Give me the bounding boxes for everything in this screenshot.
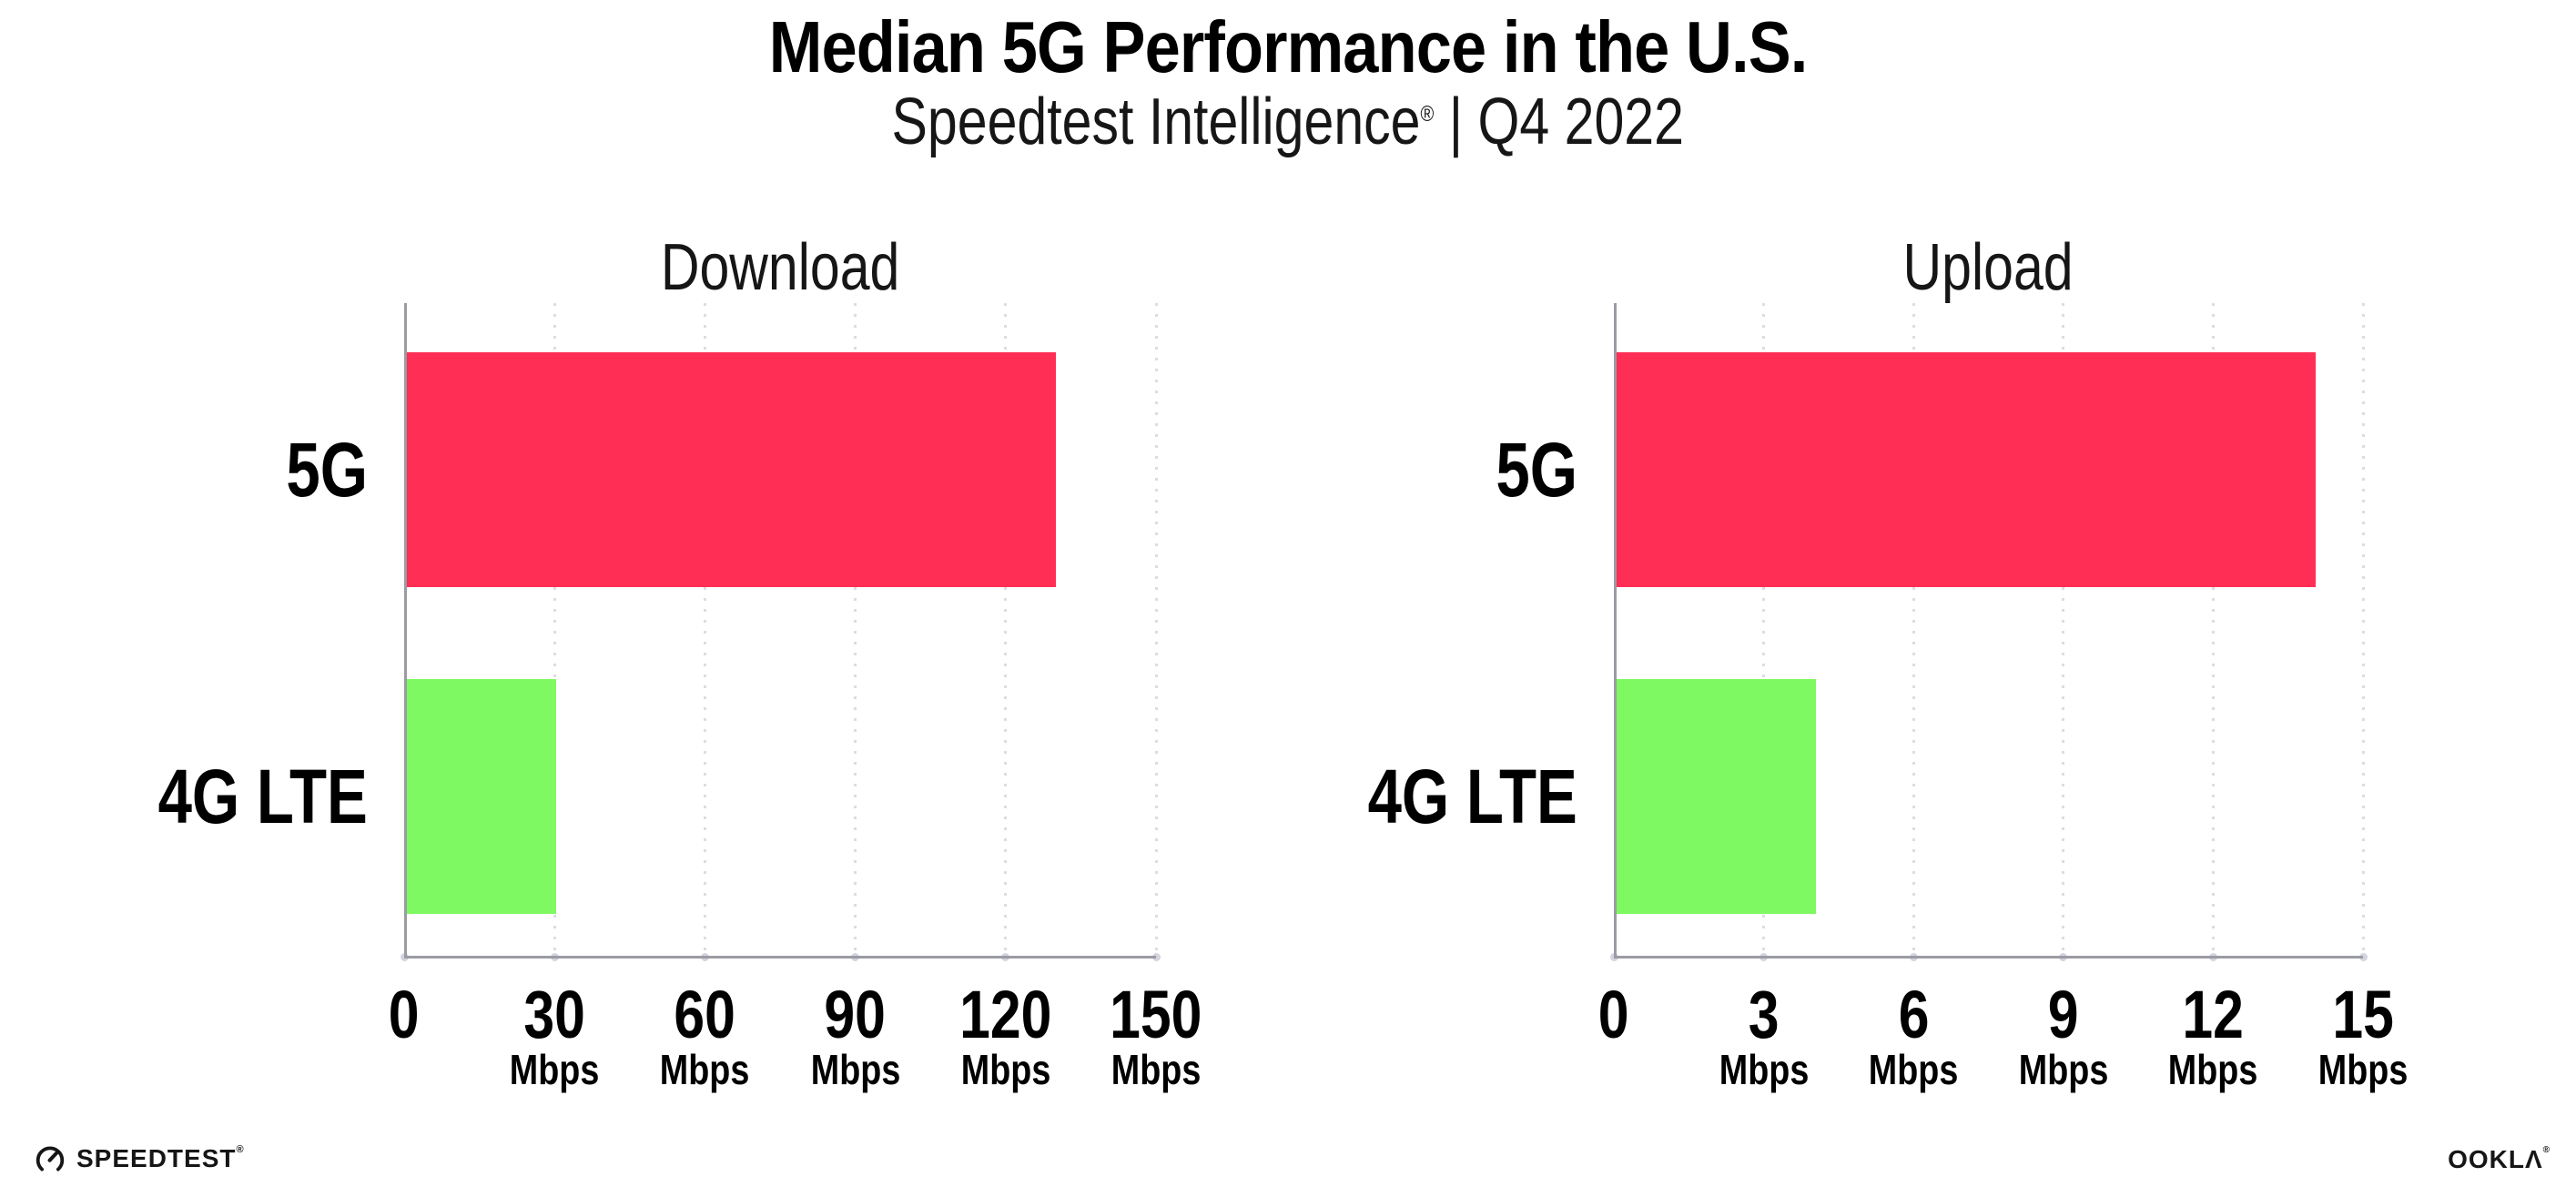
x-tick-unit-9: Mbps	[1954, 1049, 2173, 1090]
gridline-60	[703, 303, 706, 956]
x-tick-unit-text: Mbps	[2018, 1046, 2109, 1093]
gridline-9	[2062, 303, 2065, 956]
x-tick-value: 15	[2332, 977, 2394, 1052]
chart-title-text: Upload	[1902, 231, 2074, 304]
x-tick-unit-text: Mbps	[660, 1046, 750, 1093]
x-tick-label-6: 6	[1804, 981, 2023, 1049]
x-tick-unit-text: Mbps	[1868, 1046, 1959, 1093]
category-label-5g: 5G	[1031, 431, 1577, 508]
x-tick-unit-text: Mbps	[509, 1046, 600, 1093]
x-tick-label-30: 30	[445, 981, 664, 1049]
page-title-text: Median 5G Performance in the U.S.	[768, 6, 1809, 87]
x-tick-unit-text: Mbps	[2168, 1046, 2258, 1093]
category-label-text: 5G	[1496, 427, 1577, 512]
x-tick-unit-3: Mbps	[1655, 1049, 1873, 1090]
x-tick-unit-text: Mbps	[1111, 1046, 1202, 1093]
category-label-4g-lte: 4G LTE	[0, 758, 368, 835]
axis-tick-dot-15	[2358, 952, 2368, 961]
page-title: Median 5G Performance in the U.S.	[0, 11, 2576, 84]
speedtest-gauge-icon	[35, 1146, 65, 1172]
page-subtitle: Speedtest Intelligence® | Q4 2022	[0, 89, 2576, 155]
subtitle-quarter: | Q4 2022	[1434, 86, 1685, 158]
speedtest-logo: SPEEDTEST®	[33, 1141, 245, 1176]
gridline-120	[1004, 303, 1008, 956]
y-axis-line	[1614, 303, 1617, 959]
gridline-90	[854, 303, 857, 956]
gridline-150	[1154, 303, 1158, 956]
category-label-text: 4G LTE	[157, 754, 368, 839]
ookla-registered-mark: ®	[2542, 1145, 2551, 1155]
x-tick-value: 60	[674, 977, 736, 1052]
x-tick-label-0: 0	[1505, 981, 1723, 1049]
x-tick-label-15: 15	[2254, 981, 2472, 1049]
x-tick-unit-text: Mbps	[1719, 1046, 1809, 1093]
gridline-15	[2361, 303, 2365, 956]
x-axis-line	[1614, 956, 2363, 959]
speedtest-wordmark: SPEEDTEST®	[76, 1144, 245, 1173]
category-label-4g-lte: 4G LTE	[1031, 758, 1577, 835]
chart-title-upload: Upload	[1614, 235, 2363, 300]
x-tick-unit-90: Mbps	[746, 1049, 965, 1090]
x-tick-label-9: 9	[1954, 981, 2173, 1049]
chart-title-text: Download	[660, 231, 900, 304]
x-tick-unit-150: Mbps	[1047, 1049, 1265, 1090]
ookla-logo: OOKLΛ®	[2448, 1145, 2551, 1174]
x-tick-value: 120	[959, 977, 1052, 1052]
x-tick-unit-120: Mbps	[897, 1049, 1115, 1090]
subtitle-brand: Speedtest Intelligence	[891, 86, 1421, 158]
axis-tick-dot-150	[1151, 952, 1161, 961]
x-tick-unit-60: Mbps	[595, 1049, 814, 1090]
x-tick-value: 90	[824, 977, 887, 1052]
speedtest-registered-mark: ®	[236, 1144, 245, 1155]
x-tick-value: 0	[389, 977, 420, 1052]
x-tick-unit-text: Mbps	[960, 1046, 1051, 1093]
x-tick-unit-12: Mbps	[2104, 1049, 2322, 1090]
x-tick-label-90: 90	[746, 981, 965, 1049]
x-tick-value: 3	[1748, 977, 1780, 1052]
x-tick-unit-15: Mbps	[2254, 1049, 2472, 1090]
x-tick-value: 12	[2182, 977, 2245, 1052]
speedtest-wordmark-text: SPEEDTEST	[76, 1144, 237, 1172]
bar-4g-lte	[1617, 679, 1816, 914]
bar-5g	[407, 352, 1056, 587]
x-tick-unit-text: Mbps	[2317, 1046, 2409, 1093]
x-tick-label-150: 150	[1047, 981, 1265, 1049]
x-tick-value: 30	[523, 977, 585, 1052]
gridline-3	[1762, 303, 1766, 956]
category-label-text: 4G LTE	[1367, 754, 1577, 839]
category-label-text: 5G	[286, 427, 368, 512]
x-tick-label-0: 0	[295, 981, 513, 1049]
bar-5g	[1617, 352, 2316, 587]
ookla-wordmark-text: OOKLΛ	[2448, 1145, 2543, 1173]
x-tick-value: 150	[1110, 977, 1202, 1052]
bar-4g-lte	[407, 679, 556, 914]
x-tick-label-3: 3	[1655, 981, 1873, 1049]
x-tick-label-12: 12	[2104, 981, 2322, 1049]
x-tick-unit-6: Mbps	[1804, 1049, 2023, 1090]
x-axis-line	[404, 956, 1156, 959]
registered-mark: ®	[1420, 102, 1435, 127]
gridline-6	[1912, 303, 1915, 956]
category-label-5g: 5G	[0, 431, 368, 508]
gridline-30	[553, 303, 556, 956]
chart-title-download: Download	[404, 235, 1156, 300]
x-tick-label-60: 60	[595, 981, 814, 1049]
gridline-12	[2211, 303, 2215, 956]
page-subtitle-text: Speedtest Intelligence® | Q4 2022	[892, 89, 1684, 155]
y-axis-line	[404, 303, 407, 959]
x-tick-unit-text: Mbps	[810, 1046, 900, 1093]
x-tick-value: 0	[1598, 977, 1629, 1052]
x-tick-value: 9	[2047, 977, 2079, 1052]
x-tick-label-120: 120	[897, 981, 1115, 1049]
x-tick-value: 6	[1898, 977, 1930, 1052]
x-tick-unit-30: Mbps	[445, 1049, 664, 1090]
